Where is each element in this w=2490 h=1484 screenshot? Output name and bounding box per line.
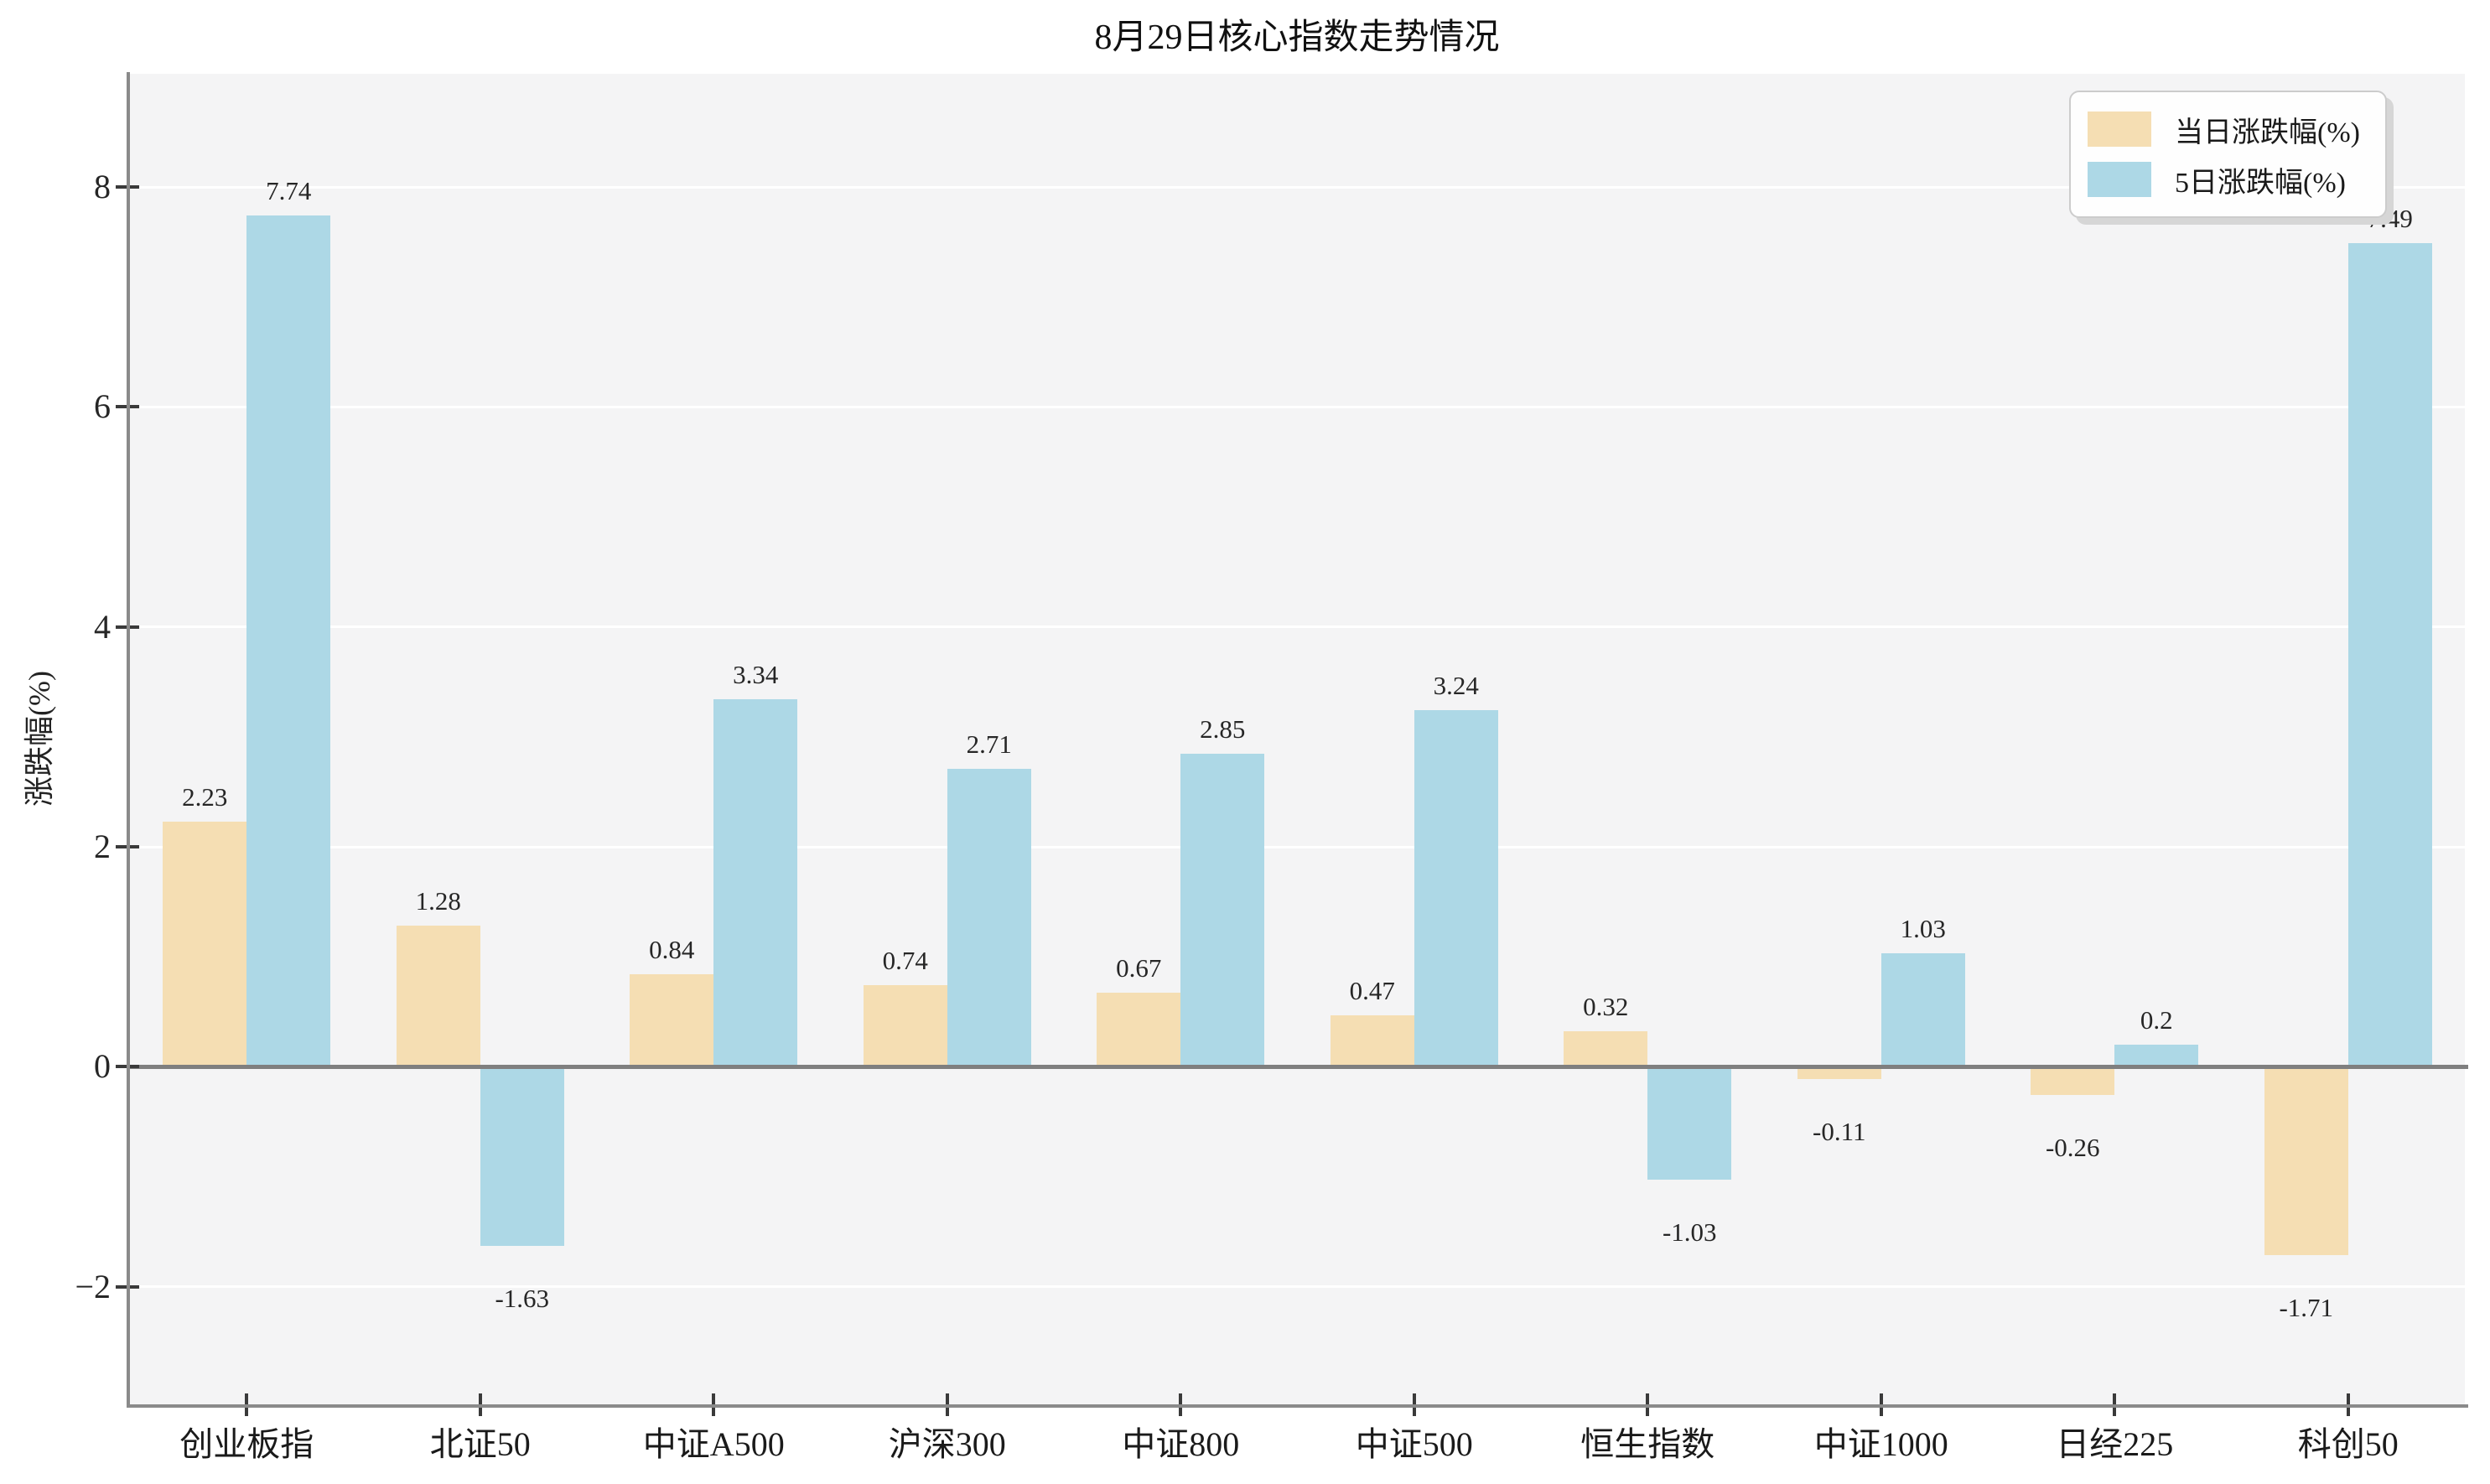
legend: 当日涨跌幅(%) 5日涨跌幅(%): [2069, 91, 2387, 218]
gridline-6: [130, 405, 2465, 408]
category-label-8: 日经225: [2056, 1425, 2174, 1463]
x-axis-spine: [127, 1404, 2468, 1408]
gridline-2: [130, 845, 2465, 848]
category-label-9: 科创50: [2297, 1425, 2399, 1463]
legend-swatch-daily: [2088, 112, 2151, 147]
bar-s0-c2: [630, 974, 714, 1067]
y-tick-label-8: 8: [94, 168, 111, 206]
bar-s1-c3: [947, 768, 1031, 1067]
value-label-s1-c2: 3.34: [733, 660, 779, 690]
y-tick-label-4: 4: [94, 607, 111, 646]
value-label-s1-c0: 7.74: [266, 176, 312, 206]
value-label-s0-c8: -0.26: [2045, 1133, 2100, 1163]
gridline-4: [130, 625, 2465, 629]
bar-s1-c9: [2347, 242, 2432, 1067]
legend-swatch-5day: [2088, 162, 2151, 197]
category-label-5: 中证500: [1355, 1425, 1473, 1463]
value-label-s1-c5: 3.24: [1433, 671, 1479, 701]
gridline--2: [130, 1285, 2465, 1289]
bar-s1-c0: [246, 215, 331, 1067]
bar-s1-c8: [2114, 1045, 2199, 1067]
legend-label-daily: 当日涨跌幅(%): [2175, 117, 2360, 148]
value-label-s0-c9: -1.71: [2279, 1292, 2334, 1322]
category-label-6: 恒生指数: [1580, 1425, 1715, 1463]
bar-s1-c6: [1647, 1066, 1732, 1180]
legend-label-5day: 5日涨跌幅(%): [2175, 167, 2346, 199]
y-axis-spine: [127, 72, 130, 1408]
value-label-s0-c4: 0.67: [1116, 953, 1162, 983]
y-tick-label-0: 0: [94, 1047, 111, 1086]
bar-s1-c5: [1414, 710, 1498, 1067]
y-tick-label-2: 2: [94, 828, 111, 866]
category-label-3: 沪深300: [888, 1425, 1006, 1463]
value-label-s0-c6: 0.32: [1583, 992, 1629, 1022]
bar-s0-c0: [163, 821, 247, 1067]
bar-s1-c1: [480, 1066, 564, 1247]
value-label-s1-c1: -1.63: [495, 1284, 550, 1314]
bar-s0-c6: [1564, 1031, 1648, 1067]
bar-s0-c5: [1330, 1014, 1414, 1067]
y-axis-label: 涨跌幅(%): [23, 671, 56, 807]
gridline-8: [130, 185, 2465, 189]
y-tick-label-6: 6: [94, 387, 111, 426]
bar-s0-c1: [396, 926, 480, 1067]
value-label-s1-c4: 2.85: [1200, 713, 1246, 744]
category-label-7: 中证1000: [1813, 1425, 1948, 1463]
value-label-s0-c7: -0.11: [1813, 1116, 1866, 1146]
bar-s0-c8: [2031, 1066, 2115, 1096]
bar-s1-c7: [1880, 953, 1965, 1067]
value-label-s1-c3: 2.71: [966, 729, 1012, 759]
value-label-s1-c8: 0.2: [2140, 1005, 2173, 1035]
bar-s0-c9: [2264, 1066, 2348, 1255]
bar-s1-c4: [1180, 753, 1265, 1067]
value-label-s1-c6: -1.03: [1662, 1217, 1717, 1248]
bar-s0-c3: [863, 985, 947, 1067]
value-label-s0-c0: 2.23: [182, 781, 228, 812]
y-tick-label--2: −2: [75, 1267, 111, 1305]
category-label-1: 北证50: [429, 1425, 531, 1463]
category-label-0: 创业板指: [179, 1425, 314, 1463]
bar-s0-c7: [1797, 1066, 1881, 1079]
bar-s0-c4: [1097, 993, 1181, 1067]
legend-item-5day: 5日涨跌幅(%): [2088, 154, 2360, 205]
category-label-4: 中证800: [1122, 1425, 1240, 1463]
value-label-s0-c1: 1.28: [415, 886, 461, 916]
value-label-s0-c2: 0.84: [649, 935, 695, 965]
value-label-s0-c5: 0.47: [1349, 975, 1395, 1005]
category-label-2: 中证A500: [642, 1425, 785, 1463]
value-label-s0-c3: 0.74: [882, 946, 928, 976]
zero-line: [130, 1064, 2468, 1069]
bar-s1-c2: [713, 699, 798, 1067]
chart-title: 8月29日核心指数走势情况: [1094, 18, 1500, 57]
value-label-s1-c7: 1.03: [1900, 914, 1946, 944]
legend-item-daily: 当日涨跌幅(%): [2088, 104, 2360, 154]
